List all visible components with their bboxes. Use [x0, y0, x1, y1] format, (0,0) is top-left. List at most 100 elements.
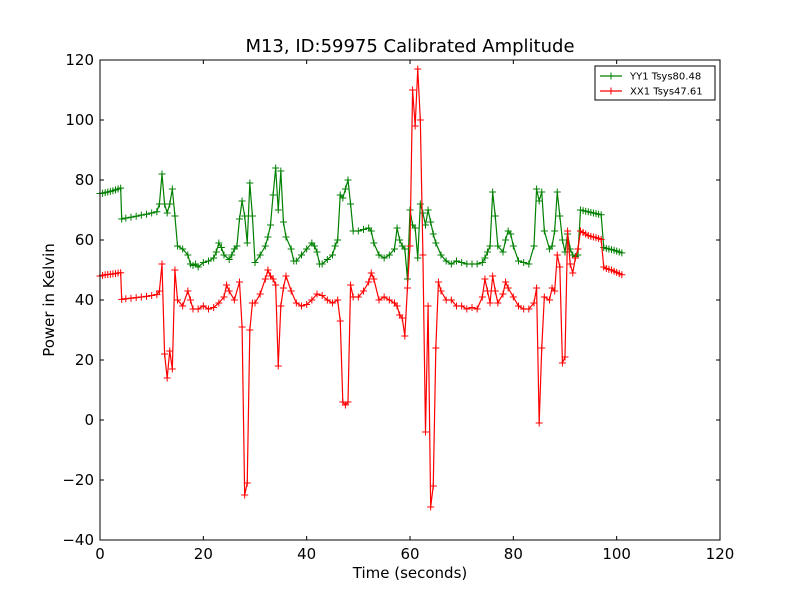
data-point [453, 257, 460, 265]
data-point [406, 242, 414, 250]
data-point [292, 299, 300, 307]
y-tick-label: 0 [84, 411, 94, 429]
data-point [279, 284, 287, 292]
data-point [414, 65, 422, 73]
data-point [424, 206, 432, 214]
data-point [210, 254, 218, 262]
data-point [548, 242, 556, 250]
data-point [277, 167, 285, 175]
data-point [553, 188, 561, 196]
data-point [504, 284, 512, 292]
data-point [458, 302, 466, 310]
x-tick-label: 80 [504, 545, 523, 563]
data-point [566, 245, 574, 253]
data-point [354, 293, 362, 301]
data-point [274, 362, 282, 370]
data-point [525, 305, 533, 313]
data-point [205, 257, 212, 265]
data-point [194, 305, 202, 313]
data-point [223, 281, 231, 289]
data-point [411, 122, 419, 130]
data-point [432, 344, 440, 352]
data-point [118, 215, 126, 223]
data-point [212, 248, 220, 256]
data-point [298, 302, 305, 310]
data-point [502, 278, 510, 286]
data-point [509, 293, 517, 301]
data-point [393, 224, 401, 232]
data-point [287, 287, 295, 295]
data-point [540, 227, 548, 235]
data-point [463, 305, 471, 313]
data-point [447, 260, 455, 268]
data-point [556, 263, 564, 271]
data-point [385, 251, 393, 259]
data-point [434, 278, 442, 286]
data-point [385, 296, 393, 304]
data-point [274, 206, 282, 214]
data-point [558, 236, 566, 244]
data-point [354, 227, 362, 235]
data-point [269, 275, 277, 283]
data-point [347, 200, 355, 208]
plot-area [100, 60, 720, 540]
data-point [323, 256, 331, 263]
data-point [618, 271, 626, 279]
data-point [486, 242, 494, 250]
y-tick-label: −20 [62, 471, 94, 489]
data-point [442, 257, 450, 265]
data-point [566, 260, 574, 268]
data-point [199, 259, 207, 266]
data-point [143, 292, 150, 300]
data-point [143, 210, 150, 218]
data-point [292, 257, 300, 265]
data-point [574, 245, 582, 253]
data-point [243, 239, 251, 247]
data-point [499, 290, 507, 298]
data-point [318, 260, 326, 268]
legend-label: YY1 Tsys80.48 [629, 72, 701, 83]
data-point [561, 353, 569, 361]
data-point [367, 227, 375, 235]
data-point [329, 251, 336, 259]
data-point [127, 294, 135, 302]
data-point [393, 302, 401, 310]
data-point [127, 213, 135, 221]
data-point [161, 350, 169, 358]
y-tick-label: 20 [75, 351, 94, 369]
data-point [246, 326, 254, 334]
data-point [489, 188, 497, 196]
legend: YY1 Tsys80.48 XX1 Tsys47.61 [594, 65, 716, 101]
data-point [282, 233, 290, 241]
data-point [248, 212, 256, 220]
data-point [122, 214, 130, 222]
data-point [491, 287, 499, 295]
data-point [481, 254, 489, 262]
data-point [236, 278, 243, 286]
chart-title: M13, ID:59975 Calibrated Amplitude [245, 36, 574, 57]
data-point [546, 296, 553, 304]
data-point [401, 332, 409, 340]
data-point [132, 212, 140, 220]
data-point [155, 287, 163, 295]
data-point [246, 179, 254, 187]
data-point [184, 287, 192, 295]
data-point [473, 260, 481, 268]
data-point [264, 233, 272, 241]
data-point [117, 269, 125, 277]
data-point [174, 242, 181, 250]
data-point [499, 248, 507, 256]
data-point [313, 248, 321, 256]
x-tick-label: 60 [400, 545, 419, 563]
data-point [564, 227, 572, 235]
data-point [424, 302, 432, 310]
data-point [171, 212, 179, 220]
data-point [261, 275, 269, 283]
data-point [256, 251, 264, 259]
data-point [217, 244, 225, 251]
data-point [153, 208, 161, 216]
data-point [122, 295, 130, 303]
data-point [540, 293, 548, 301]
legend-marker [607, 87, 615, 95]
